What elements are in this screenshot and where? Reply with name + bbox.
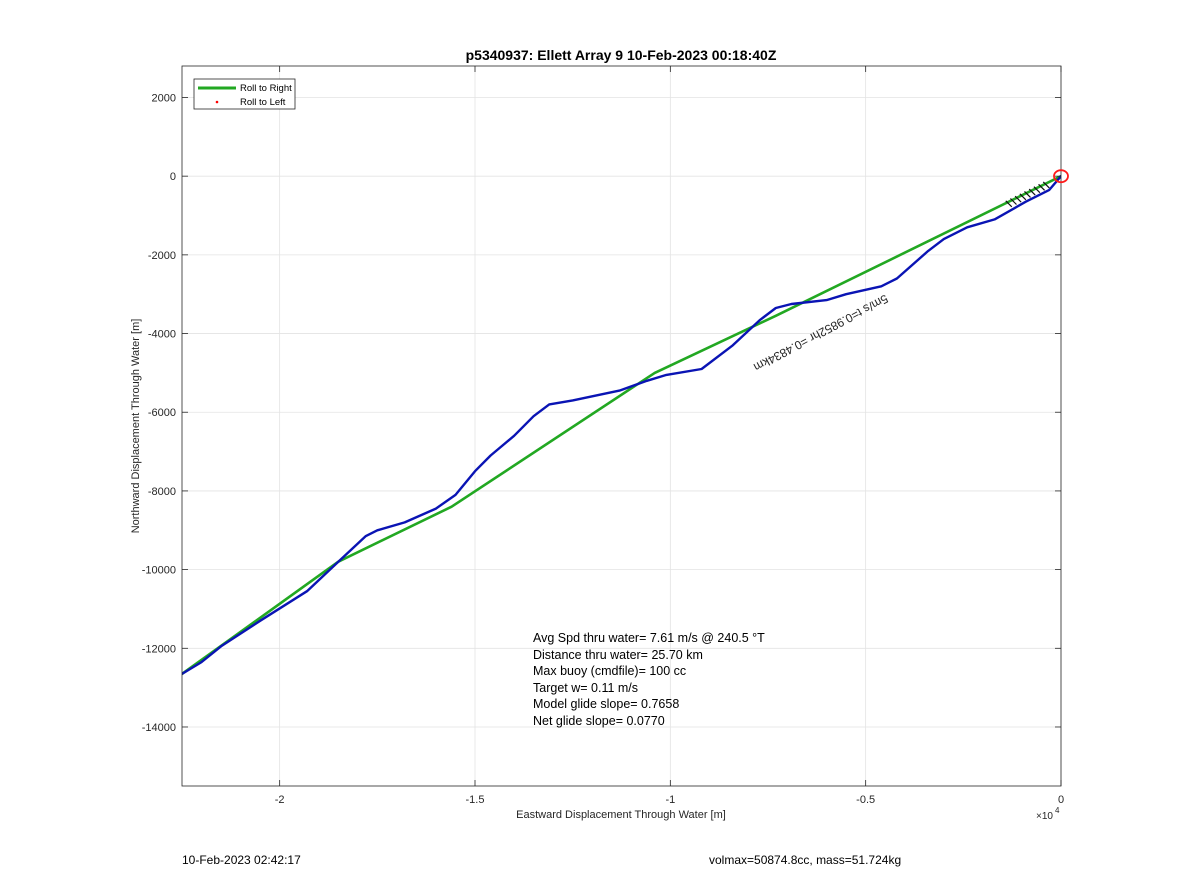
stat-distance: Distance thru water= 25.70 km xyxy=(533,648,703,662)
x-tick-label: -0.5 xyxy=(856,794,875,806)
stat-net-glide: Net glide slope= 0.0770 xyxy=(533,714,665,728)
y-tick-label: -6000 xyxy=(148,407,176,419)
legend: Roll to Right Roll to Left xyxy=(193,78,296,110)
origin-clutter-mark xyxy=(1014,195,1022,203)
footer-timestamp: 10-Feb-2023 02:42:17 xyxy=(182,853,301,867)
y-tick-label: -14000 xyxy=(142,722,176,734)
series-roll-right-line xyxy=(182,174,1061,676)
x-axis-exponent-base: ×10 xyxy=(1036,811,1053,822)
origin-clutter-mark xyxy=(1033,186,1041,194)
plot-frame xyxy=(181,65,1062,787)
y-tick-label: -2000 xyxy=(148,250,176,262)
y-tick-label: -4000 xyxy=(148,329,176,341)
origin-clutter-mark xyxy=(1042,181,1050,189)
footer-glider-params: volmax=50874.8cc, mass=51.724kg xyxy=(709,853,901,867)
x-axis-exponent: ×10 4 xyxy=(1036,806,1060,822)
origin-clutter-mark xyxy=(1038,183,1046,191)
legend-label-roll-right: Roll to Right xyxy=(240,83,292,94)
x-tick-label: -1.5 xyxy=(466,794,485,806)
origin-clutter-mark xyxy=(1028,188,1036,196)
x-tick-label: 0 xyxy=(1058,794,1064,806)
x-tick-label: -2 xyxy=(275,794,285,806)
legend-label-roll-left: Roll to Left xyxy=(240,97,286,108)
y-tick-label: -8000 xyxy=(148,486,176,498)
origin-clutter-mark xyxy=(1024,190,1031,198)
stats-block: Avg Spd thru water= 7.61 m/s @ 240.5 °T … xyxy=(533,631,765,728)
stat-avg-speed: Avg Spd thru water= 7.61 m/s @ 240.5 °T xyxy=(533,631,765,645)
y-tick-label: -12000 xyxy=(142,643,176,655)
y-tick-label: -10000 xyxy=(142,565,176,577)
y-tick-label: 0 xyxy=(170,171,176,183)
grid-lines xyxy=(182,66,1062,786)
tick-marks: -2 -1.5 -1 -0.5 0 2000 0 -2000 -4000 -6000 -8000 -1… xyxy=(142,66,1069,806)
origin-clutter-mark xyxy=(1019,193,1027,201)
legend-swatch-roll-left xyxy=(215,100,219,104)
origin-clutter-mark xyxy=(1010,198,1017,205)
legend-box xyxy=(193,78,296,110)
plot-area xyxy=(182,66,1061,786)
stat-model-glide: Model glide slope= 0.7658 xyxy=(533,697,679,711)
origin-clutter-mark xyxy=(1005,200,1013,208)
x-axis-exponent-power: 4 xyxy=(1055,806,1060,815)
y-axis-label: Northward Displacement Through Water [m] xyxy=(130,319,142,534)
chart-title: p5340937: Ellett Array 9 10-Feb-2023 00:… xyxy=(466,47,777,63)
stat-max-buoy: Max buoy (cmdfile)= 100 cc xyxy=(533,664,686,678)
x-axis-label: Eastward Displacement Through Water [m] xyxy=(516,809,726,821)
series-track-line xyxy=(182,174,1061,676)
y-tick-label: 2000 xyxy=(152,92,176,104)
x-tick-label: -1 xyxy=(665,794,675,806)
stat-target-w: Target w= 0.11 m/s xyxy=(533,681,638,695)
endpoint-marker xyxy=(1053,169,1069,184)
